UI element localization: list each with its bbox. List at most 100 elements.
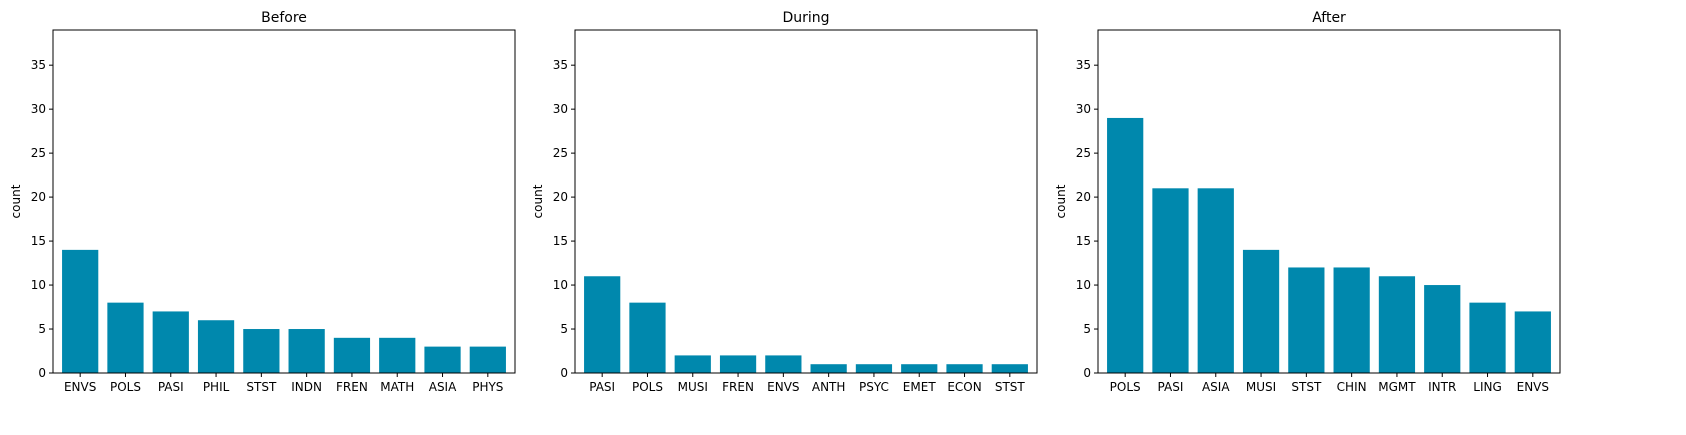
- bar-ling: [1469, 302, 1506, 373]
- y-ticks: 0 5 10 15 20 25 30 35: [1076, 58, 1098, 380]
- x-tick-label: ECON: [947, 380, 981, 394]
- panel-during: During count 0 5 10 15 20 25 30 35 PASI POLS MUSI…: [531, 10, 1038, 394]
- bar-phys: [469, 346, 506, 373]
- bar-fren: [333, 337, 371, 373]
- y-tick-label: 25: [553, 146, 568, 160]
- x-tick-label: PASI: [1158, 380, 1184, 394]
- y-tick-label: 15: [1076, 234, 1091, 248]
- x-tick-label: ASIA: [1202, 380, 1230, 394]
- x-tick-label: STST: [1291, 380, 1322, 394]
- bar-econ: [946, 364, 983, 373]
- x-tick-label: PASI: [589, 380, 615, 394]
- panel-title: After: [1312, 10, 1346, 26]
- x-tick-label: POLS: [632, 380, 663, 394]
- y-tick-label: 0: [38, 366, 46, 380]
- y-axis-label: count: [531, 184, 545, 218]
- bar-musi: [674, 355, 711, 373]
- x-tick-label: PHYS: [472, 380, 503, 394]
- x-ticks: POLS PASI ASIA MUSI STST CHIN MGMT INTR LING ENVS: [1110, 373, 1549, 394]
- bar-stst: [243, 329, 280, 373]
- y-tick-label: 0: [1083, 366, 1091, 380]
- x-tick-label: POLS: [110, 380, 141, 394]
- bar-envs: [765, 355, 802, 373]
- y-tick-label: 20: [31, 190, 46, 204]
- x-tick-label: STST: [246, 380, 277, 394]
- x-tick-label: LING: [1473, 380, 1502, 394]
- bar-pasi: [1152, 188, 1189, 373]
- y-axis-label: count: [1054, 184, 1068, 218]
- x-tick-label: PHIL: [203, 380, 230, 394]
- x-tick-label: PASI: [158, 380, 184, 394]
- bar-psyc: [855, 364, 893, 373]
- x-tick-label: INDN: [291, 380, 322, 394]
- y-tick-label: 0: [560, 366, 568, 380]
- x-ticks: PASI POLS MUSI FREN ENVS ANTH PSYC EMET ECON STST: [589, 373, 1025, 394]
- y-tick-label: 30: [1076, 102, 1091, 116]
- x-tick-label: INTR: [1428, 380, 1456, 394]
- y-tick-label: 30: [31, 102, 46, 116]
- y-tick-label: 25: [31, 146, 46, 160]
- x-tick-label: STST: [995, 380, 1026, 394]
- bar-envs: [62, 249, 99, 373]
- y-tick-label: 10: [1076, 278, 1091, 292]
- bar-asia: [424, 346, 461, 373]
- bar-mgmt: [1378, 276, 1416, 373]
- x-tick-label: MGMT: [1378, 380, 1416, 394]
- y-ticks: 0 5 10 15 20 25 30 35: [31, 58, 53, 380]
- x-tick-label: ENVS: [64, 380, 96, 394]
- y-tick-label: 25: [1076, 146, 1091, 160]
- x-ticks: ENVS POLS PASI PHIL STST INDN FREN MATH ASIA PHYS: [64, 373, 503, 394]
- x-tick-label: PSYC: [859, 380, 889, 394]
- bar-indn: [288, 329, 325, 373]
- bar-phil: [197, 320, 235, 373]
- x-tick-label: ENVS: [767, 380, 799, 394]
- x-tick-label: MUSI: [678, 380, 708, 394]
- x-tick-label: ASIA: [429, 380, 457, 394]
- y-ticks: 0 5 10 15 20 25 30 35: [553, 58, 575, 380]
- x-tick-label: MUSI: [1246, 380, 1276, 394]
- x-tick-label: FREN: [336, 380, 368, 394]
- y-tick-label: 20: [553, 190, 568, 204]
- bar-pols: [629, 302, 666, 373]
- y-tick-label: 20: [1076, 190, 1091, 204]
- y-tick-label: 15: [31, 234, 46, 248]
- x-tick-label: ANTH: [812, 380, 846, 394]
- bars: [62, 249, 506, 373]
- x-tick-label: FREN: [722, 380, 754, 394]
- axes-frame: [574, 29, 1038, 374]
- bar-pols: [107, 302, 144, 373]
- panel-before: Before count 0 5 10 15 20 25 30 35 ENVS POLS PASI…: [9, 10, 516, 394]
- bars: [584, 276, 1028, 373]
- y-tick-label: 15: [553, 234, 568, 248]
- y-tick-label: 5: [38, 322, 46, 336]
- bar-stst: [991, 364, 1028, 373]
- y-tick-label: 5: [1083, 322, 1091, 336]
- panel-title: During: [782, 10, 829, 26]
- bar-pasi: [584, 276, 621, 373]
- y-tick-label: 35: [1076, 58, 1091, 72]
- bar-intr: [1424, 285, 1461, 373]
- y-tick-label: 5: [560, 322, 568, 336]
- y-tick-label: 35: [553, 58, 568, 72]
- bar-anth: [810, 364, 847, 373]
- bar-fren: [719, 355, 757, 373]
- axes-frame: [52, 29, 516, 374]
- bar-musi: [1242, 249, 1280, 373]
- x-tick-label: ENVS: [1517, 380, 1549, 394]
- y-axis-label: count: [9, 184, 23, 218]
- bar-pasi: [152, 311, 189, 373]
- bars: [1107, 117, 1551, 373]
- panel-title: Before: [261, 10, 307, 26]
- bar-math: [379, 337, 416, 373]
- y-tick-label: 30: [553, 102, 568, 116]
- x-tick-label: POLS: [1110, 380, 1141, 394]
- bar-emet: [901, 364, 938, 373]
- bar-envs: [1514, 311, 1551, 373]
- bar-chin: [1333, 267, 1370, 373]
- y-tick-label: 10: [31, 278, 46, 292]
- bar-asia: [1197, 188, 1234, 373]
- axes-frame: [1097, 29, 1561, 374]
- bar-pols: [1107, 117, 1144, 373]
- panel-after: After count 0 5 10 15 20 25 30 35 POLS PASI ASIA M…: [1054, 10, 1561, 394]
